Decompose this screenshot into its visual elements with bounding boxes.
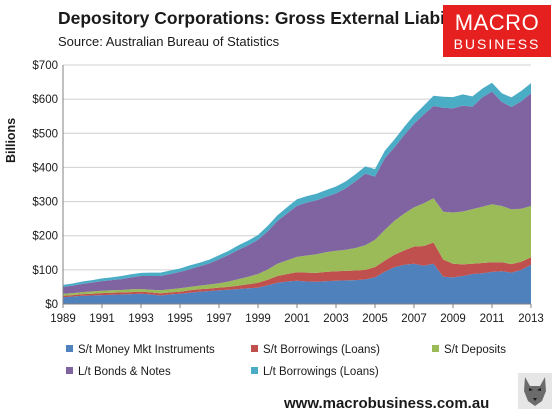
legend-item-money-mkt: S/t Money Mkt Instruments [66,343,215,357]
legend-swatch [432,345,439,352]
macrobusiness-logo: MACRO BUSINESS [443,5,551,57]
x-tick-label: 1997 [206,313,232,325]
logo-line-2: BUSINESS [453,36,541,52]
legend-label: S/t Deposits [444,344,506,356]
x-tick-label: 2005 [362,313,388,325]
y-tick-label: $600 [32,94,58,106]
y-tick-label: $500 [32,128,58,140]
legend-item-st-deposits: S/t Deposits [432,343,506,357]
area-series-2 [63,242,531,298]
x-tick-label: 2009 [440,313,466,325]
x-tick-label: 1989 [50,313,76,325]
x-tick-label: 2007 [401,313,427,325]
x-tick-label: 2011 [480,313,505,325]
chart-title: Depository Corporations: Gross External … [58,8,485,28]
legend-item-st-borrowings: S/t Borrowings (Loans) [251,343,380,357]
legend-label: S/t Borrowings (Loans) [263,344,380,356]
area-series-1 [63,263,531,304]
y-tick-label: $100 [32,265,58,277]
x-tick-label: 1995 [167,313,193,325]
legend-swatch [251,367,258,374]
y-tick-label: $700 [32,60,58,72]
logo-line-1: MACRO [454,10,540,35]
legend-label: S/t Money Mkt Instruments [78,344,215,356]
x-tick-label: 1991 [89,313,115,325]
chart-subtitle: Source: Australian Bureau of Statistics [58,34,280,49]
x-tick-label: 1999 [245,313,271,325]
legend-item-lt-borrowings: L/t Borrowings (Loans) [251,365,379,379]
y-tick-label: $0 [45,299,58,311]
legend-swatch [66,345,73,352]
y-tick-label: $300 [32,197,58,209]
legend-label: L/t Bonds & Notes [78,366,171,378]
y-tick-label: $200 [32,231,58,243]
y-tick-label: $400 [32,162,58,174]
wolf-logo-icon [518,373,552,409]
area-series-4 [63,91,531,294]
x-tick-label: 2003 [323,313,349,325]
x-tick-label: 2001 [284,313,310,325]
x-tick-label: 2013 [518,313,544,325]
legend-label: L/t Borrowings (Loans) [263,366,379,378]
legend-item-lt-bonds: L/t Bonds & Notes [66,365,171,379]
legend-swatch [66,367,73,374]
footer-url: www.macrobusiness.com.au [284,395,490,412]
legend-swatch [251,345,258,352]
x-tick-label: 1993 [128,313,154,325]
area-series-3 [63,198,531,296]
